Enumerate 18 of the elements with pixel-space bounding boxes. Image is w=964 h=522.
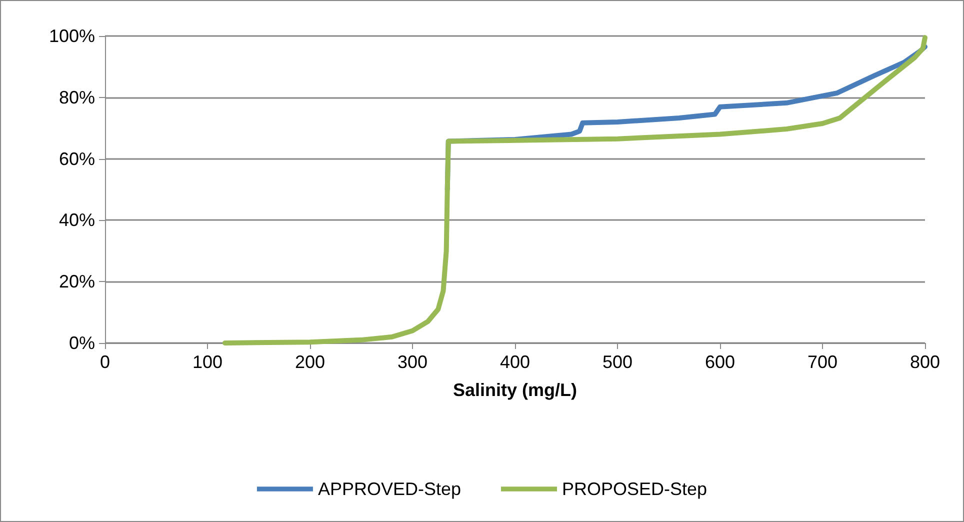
y-tick-label: 80%	[58, 87, 95, 108]
y-tick-label: 0%	[68, 333, 95, 353]
legend-label: PROPOSED-Step	[562, 479, 708, 499]
x-tick-label: 100	[192, 352, 223, 372]
x-tick-label: 500	[602, 352, 633, 372]
x-tick-label: 0	[100, 352, 110, 372]
x-tick-label: 400	[500, 352, 530, 372]
x-axis-title: Salinity (mg/L)	[452, 380, 578, 400]
x-tick-label: 700	[807, 352, 838, 372]
y-tick-label: 20%	[58, 272, 95, 292]
x-tick-label: 300	[397, 352, 428, 372]
x-tick-label: 800	[910, 352, 940, 372]
y-tick-label: 100%	[48, 26, 95, 46]
y-tick-label: 40%	[58, 210, 95, 230]
x-tick-label: 200	[294, 352, 326, 372]
x-tick-label: 600	[704, 352, 736, 372]
legend-label: APPROVED-Step	[318, 479, 462, 499]
y-tick-label: 60%	[58, 148, 95, 169]
